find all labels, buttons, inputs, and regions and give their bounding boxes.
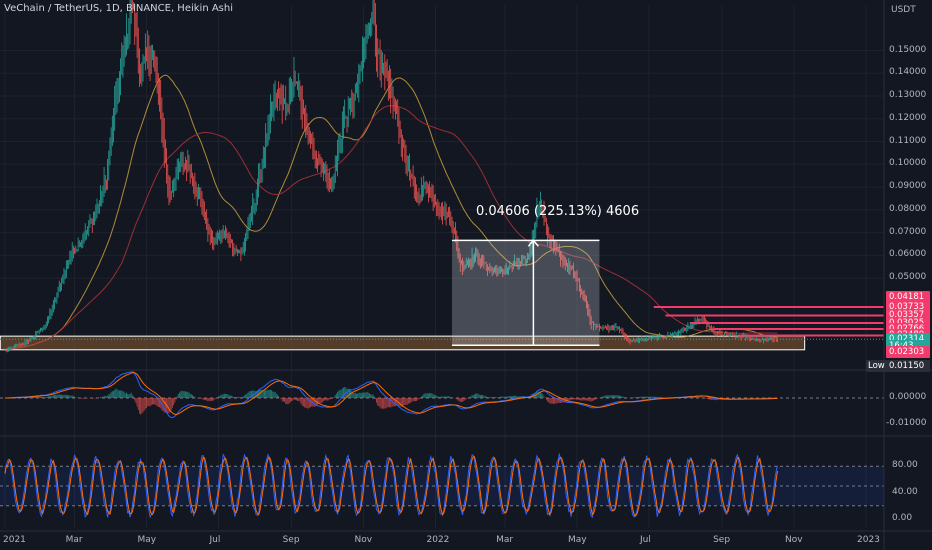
moving-averages bbox=[4, 74, 778, 352]
measurement-box bbox=[452, 240, 600, 346]
ma-50-line bbox=[4, 74, 778, 352]
time-tick-label: Sep bbox=[282, 535, 300, 545]
time-tick-label: Mar bbox=[65, 535, 83, 545]
price-tick-label: 0.07000 bbox=[889, 226, 927, 237]
support-zone-layer bbox=[0, 335, 806, 351]
measurement-label: 0.04606 (225.13%) 4606 bbox=[476, 204, 640, 219]
price-tick-label: 0.09000 bbox=[889, 181, 927, 192]
macd-signal-line bbox=[5, 372, 778, 416]
time-tick-label: Jul bbox=[639, 535, 651, 545]
stoch-tick-label: 0.00 bbox=[892, 513, 913, 523]
time-tick-label: Jul bbox=[209, 535, 221, 545]
time-tick-label: Nov bbox=[354, 535, 373, 545]
price-candles bbox=[4, 0, 778, 353]
time-tick-label: May bbox=[137, 535, 157, 545]
macd-tick-label: -0.01000 bbox=[886, 418, 927, 428]
time-tick-label: Mar bbox=[496, 535, 514, 545]
symbol-title[interactable]: VeChain / TetherUS, 1D, BINANCE, Heikin … bbox=[4, 3, 234, 14]
time-tick-label: 2021 bbox=[3, 535, 26, 545]
price-tick-label: 0.11000 bbox=[889, 135, 927, 146]
price-tick-label: 0.12000 bbox=[889, 112, 927, 123]
price-tag: 0.04181 bbox=[886, 290, 930, 303]
price-tick-label: 0.13000 bbox=[889, 90, 927, 101]
currency-label: USDT bbox=[891, 5, 916, 15]
stoch-k-line bbox=[4, 452, 778, 519]
price-tick-label: 0.15000 bbox=[889, 44, 927, 55]
time-tick-label: Nov bbox=[785, 535, 803, 545]
support-zone bbox=[0, 335, 806, 351]
price-tick-label: 0.10000 bbox=[889, 158, 927, 169]
stoch-d-line bbox=[4, 456, 778, 517]
price-range-measurement[interactable] bbox=[452, 239, 600, 346]
time-tick-label: 2023 bbox=[857, 535, 880, 545]
stoch-tick-label: 40.00 bbox=[892, 486, 918, 497]
stoch-tick-label: 80.00 bbox=[892, 460, 918, 471]
resistance-lines bbox=[0, 305, 884, 340]
low-badge: Low bbox=[866, 359, 886, 372]
time-tick-label: 2022 bbox=[426, 535, 450, 545]
grid-lines bbox=[0, 5, 884, 528]
time-tick-label: Sep bbox=[713, 535, 731, 545]
time-tick-label: May bbox=[568, 535, 587, 545]
price-tag: 0.02303 bbox=[886, 346, 930, 359]
price-tick-label: 0.14000 bbox=[889, 67, 927, 78]
price-tick-label: 0.05000 bbox=[889, 272, 927, 283]
macd-pane bbox=[0, 371, 884, 418]
ma-100-line bbox=[4, 105, 778, 352]
price-tick-label: 0.08000 bbox=[889, 203, 927, 214]
stoch-rsi-pane bbox=[0, 452, 884, 519]
price-tick-label: 0.06000 bbox=[889, 249, 927, 260]
price-tag: 0.01150 bbox=[886, 359, 930, 372]
macd-tick-label: 0.00000 bbox=[889, 392, 927, 402]
measurement-arrow-head bbox=[527, 239, 539, 247]
